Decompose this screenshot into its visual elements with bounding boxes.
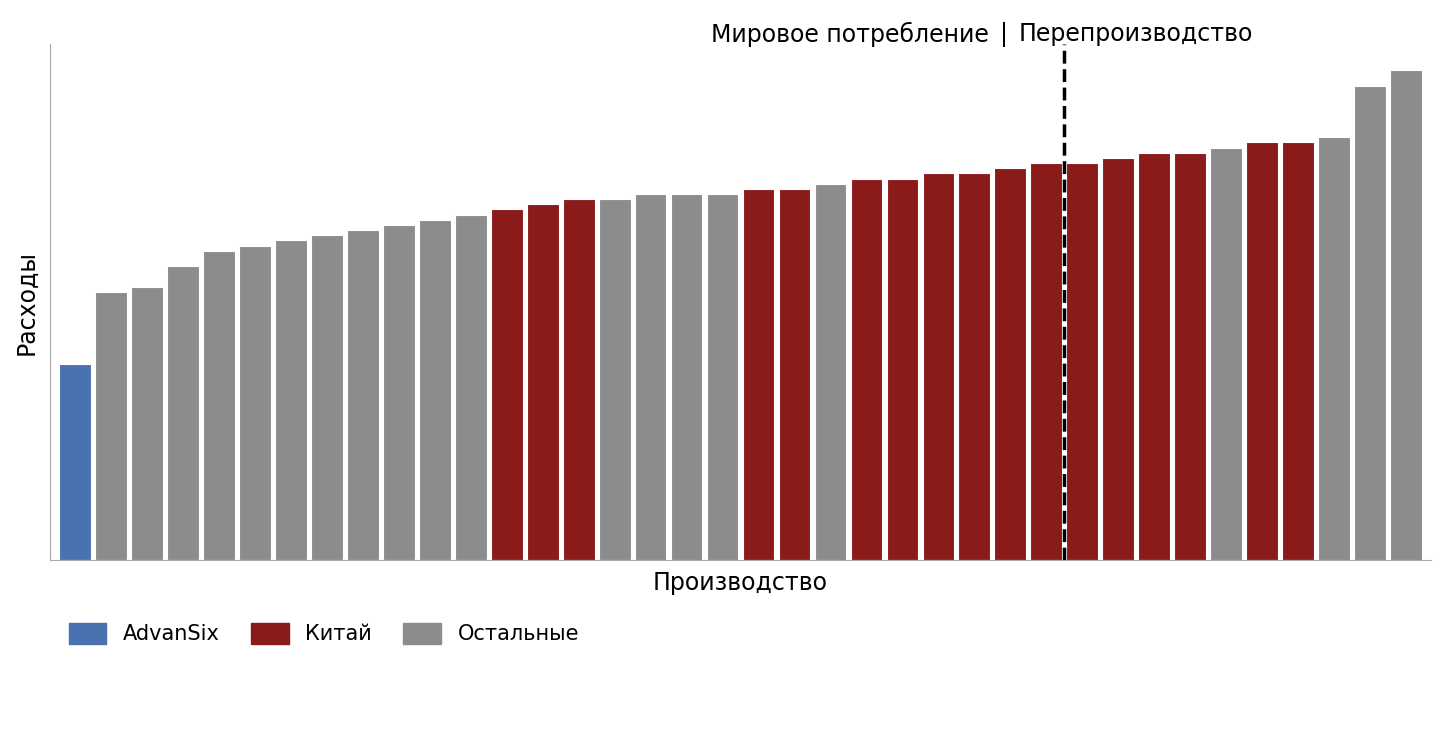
Bar — [1390, 70, 1421, 560]
Bar — [95, 292, 127, 560]
Bar — [599, 199, 630, 560]
Bar — [1138, 153, 1170, 560]
Bar — [562, 199, 594, 560]
Bar — [923, 173, 954, 560]
Bar — [275, 240, 307, 560]
Text: |: | — [999, 22, 1008, 47]
Legend: AdvanSix, Китай, Остальные: AdvanSix, Китай, Остальные — [61, 614, 587, 653]
Bar — [204, 251, 234, 560]
Bar — [635, 194, 667, 560]
Bar — [1066, 163, 1098, 560]
Bar — [1102, 158, 1134, 560]
Bar — [886, 178, 918, 560]
Text: Мировое потребление: Мировое потребление — [711, 22, 989, 47]
Bar — [1174, 153, 1206, 560]
Bar — [1210, 147, 1242, 560]
Bar — [1353, 85, 1385, 560]
Bar — [959, 173, 991, 560]
Bar — [1246, 142, 1278, 560]
Bar — [132, 287, 163, 560]
Bar — [743, 189, 775, 560]
Bar — [814, 184, 846, 560]
Bar — [383, 225, 415, 560]
Bar — [419, 220, 451, 560]
Bar — [850, 178, 882, 560]
X-axis label: Производство: Производство — [654, 571, 829, 595]
Bar — [1031, 163, 1061, 560]
Bar — [59, 364, 91, 560]
Bar — [1319, 137, 1349, 560]
Bar — [671, 194, 703, 560]
Bar — [526, 204, 558, 560]
Text: Перепроизводство: Перепроизводство — [1018, 22, 1252, 46]
Bar — [995, 168, 1027, 560]
Bar — [492, 209, 522, 560]
Bar — [347, 230, 379, 560]
Bar — [311, 235, 343, 560]
Bar — [455, 214, 487, 560]
Bar — [779, 189, 810, 560]
Bar — [239, 245, 270, 560]
Bar — [168, 266, 200, 560]
Bar — [707, 194, 739, 560]
Y-axis label: Расходы: Расходы — [14, 250, 39, 354]
Bar — [1283, 142, 1314, 560]
